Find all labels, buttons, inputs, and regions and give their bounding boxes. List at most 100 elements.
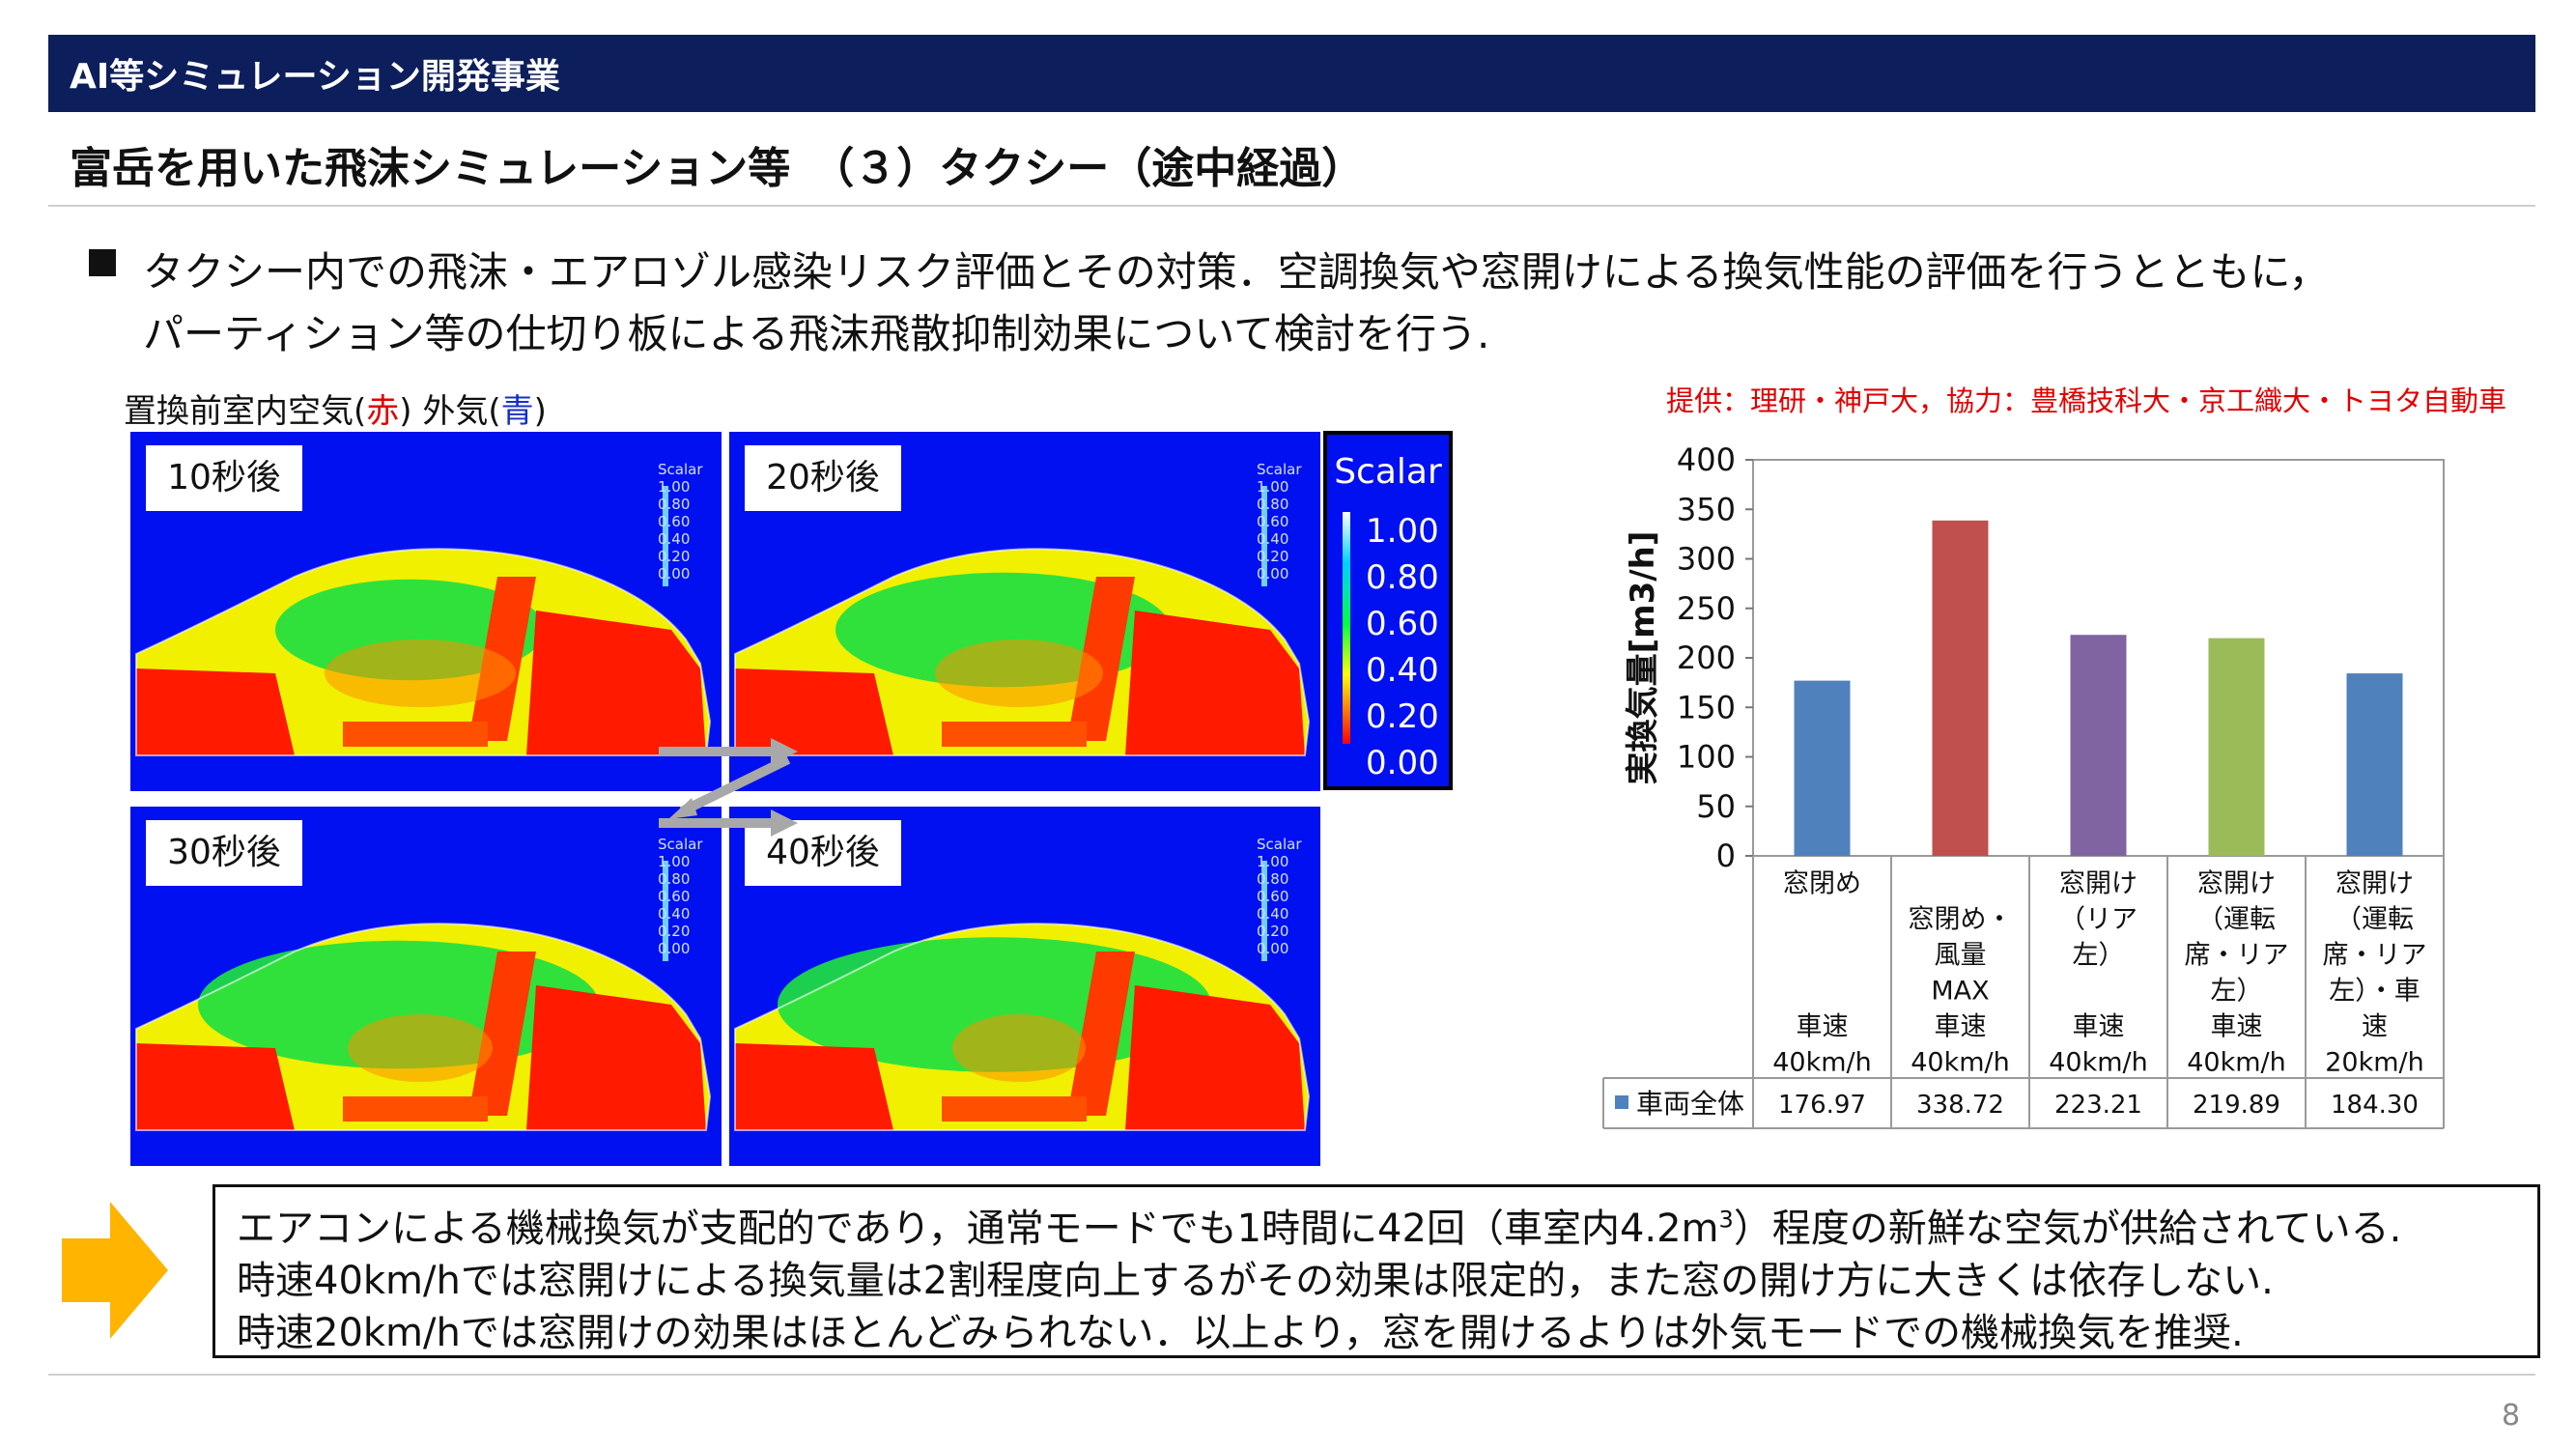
x-category-label: 窓開け （リア左） 車速 40km/h	[2049, 869, 2148, 1078]
scalar-color-bar	[1343, 512, 1350, 744]
rear-red-zone	[526, 611, 706, 755]
seat-cushion	[343, 1096, 488, 1122]
caption-main: 置換前室内空気(	[124, 392, 367, 431]
seat-back	[1067, 952, 1135, 1116]
x-category-line: 左）	[2073, 941, 2125, 971]
sim-panel-20s: 20秒後 Scalar 1.00 0.80 0.60 0.40 0.20 0.0…	[728, 431, 1321, 792]
scalar-tick: 0.00	[1366, 744, 1439, 782]
mixing-zone	[325, 639, 516, 707]
sim-panel-30s: 30秒後 Scalar 1.00 0.80 0.60 0.40 0.20 0.0…	[129, 806, 722, 1167]
panel-time-label: 30秒後	[146, 820, 302, 886]
header-banner: AI等シミュレーション開発事業	[48, 35, 2535, 112]
x-category-line: MAX	[1931, 977, 1989, 1007]
sim-panel-10s: 10秒後 Scalar 1.00 0.80 0.60 0.40 0.20 0.0…	[129, 431, 722, 792]
x-category-line: 窓開け	[2335, 869, 2414, 899]
credit-note: 提供：理研・神戸大，協力：豊橋技科大・京工織大・トヨタ自動車	[1666, 384, 2507, 417]
mini-tick: 1.00	[658, 478, 691, 496]
x-category-line: 席・リア	[2185, 941, 2289, 971]
y-tick-label: 200	[1677, 639, 1736, 676]
panel-time-label: 40秒後	[745, 820, 901, 886]
rear-red-zone	[1125, 611, 1305, 755]
x-category-line: 40km/h	[1772, 1048, 1872, 1078]
mini-tick: 0.20	[1257, 548, 1289, 565]
x-category-label: 窓開け （運転席・リア左）・車速 20km/h	[2323, 869, 2427, 1078]
mini-tick: 1.00	[658, 853, 691, 870]
mini-tick: 1.00	[1257, 853, 1289, 870]
x-category-line: 40km/h	[2187, 1048, 2286, 1078]
front-red-zone	[136, 668, 295, 755]
x-category-line: （運転	[2335, 905, 2414, 935]
arrow-head	[771, 738, 798, 765]
y-tick-label: 50	[1696, 788, 1736, 825]
front-red-zone	[735, 1043, 893, 1130]
x-category-label: 窓閉め・風量 MAX 車速 40km/h	[1909, 905, 2013, 1078]
mini-tick: 1.00	[1257, 478, 1289, 496]
mini-tick: 0.80	[658, 496, 691, 513]
mixing-zone	[348, 1014, 493, 1082]
conclusion-box: エアコンによる機械換気が支配的であり，通常モードでも1時間に42回（車室内4.2…	[212, 1184, 2540, 1358]
x-category-line: 窓開け	[2197, 869, 2276, 899]
mixing-zone	[935, 639, 1103, 707]
taxi-airflow-image	[130, 807, 722, 1166]
conclusion-line-1: エアコンによる機械換気が支配的であり，通常モードでも1時間に42回（車室内4.2…	[237, 1197, 2401, 1253]
superscript-3: 3	[1718, 1206, 1734, 1234]
y-tick-label: 300	[1677, 541, 1736, 578]
seat-back	[1067, 577, 1135, 741]
mini-scalar-title: Scalar	[658, 461, 703, 478]
seat-cushion	[343, 722, 488, 747]
mixing-zone	[952, 1014, 1086, 1082]
page-number: 8	[2502, 1399, 2521, 1433]
panel-time-label: 10秒後	[146, 445, 302, 511]
x-category-line: 窓閉め	[1783, 869, 1861, 899]
mini-scalar-legend: Scalar 1.00 0.80 0.60 0.40 0.20 0.00	[1257, 461, 1315, 582]
mini-tick: 0.00	[658, 565, 691, 582]
scalar-legend-title: Scalar	[1334, 452, 1442, 492]
mini-tick: 0.00	[1257, 940, 1289, 957]
mini-scalar-title: Scalar	[658, 836, 703, 853]
seat-cushion	[942, 1096, 1087, 1122]
y-tick-label: 350	[1677, 491, 1736, 527]
x-category-line: 風量	[1935, 941, 1987, 971]
mini-tick: 0.00	[658, 940, 691, 957]
bullet-square-icon	[89, 249, 116, 276]
data-value-label: 338.72	[1916, 1091, 2004, 1120]
x-category-line: 速	[2362, 1012, 2388, 1042]
data-value-label: 184.30	[2331, 1091, 2419, 1120]
y-tick-label: 400	[1677, 441, 1736, 478]
intro-line-2: パーティション等の仕切り板による飛沫飛散抑制効果について検討を行う.	[143, 310, 1490, 357]
y-axis-label: 実換気量[m3/h]	[1624, 531, 1662, 785]
y-tick-label: 150	[1677, 689, 1736, 725]
scalar-tick: 1.00	[1366, 512, 1439, 551]
mini-tick: 0.20	[1257, 923, 1289, 940]
mini-tick: 0.60	[1257, 888, 1289, 905]
mini-tick: 0.40	[1257, 905, 1289, 923]
y-tick-label: 0	[1716, 838, 1736, 874]
mini-scale-bar	[663, 486, 668, 586]
panel-time-label: 20秒後	[745, 445, 901, 511]
scalar-tick: 0.40	[1366, 651, 1439, 690]
page-title: 富岳を用いた飛沫シミュレーション等 （３）タクシー（途中経過）	[70, 144, 1365, 193]
conclusion-line-2: 時速40km/hでは窓開けによる換気量は2割程度向上するがその効果は限定的，また…	[237, 1259, 2274, 1303]
car-outline	[734, 548, 1311, 756]
caption-end: )	[533, 392, 547, 431]
x-category-line: 窓開け	[2059, 869, 2137, 899]
scalar-tick: 0.60	[1366, 605, 1439, 643]
x-category-line: 20km/h	[2325, 1048, 2424, 1078]
bar	[2070, 635, 2127, 856]
arrow-head	[668, 798, 697, 819]
bar	[1932, 520, 1989, 856]
mini-tick: 0.40	[658, 905, 691, 923]
scalar-tick: 0.80	[1366, 558, 1439, 597]
sequence-arrows	[659, 738, 798, 837]
rear-red-zone	[526, 985, 706, 1130]
x-category-line: 左）・車	[2329, 977, 2420, 1007]
mini-scalar-title: Scalar	[1257, 461, 1302, 478]
mini-tick: 0.80	[658, 870, 691, 888]
car-outline	[135, 548, 712, 756]
x-category-line: 席・リア	[2323, 941, 2427, 971]
arrow-shape	[62, 1202, 168, 1339]
mini-tick: 0.00	[1257, 565, 1289, 582]
car-outline	[734, 923, 1311, 1131]
x-category-label: 窓開け （運転席・リア左） 車速 40km/h	[2185, 869, 2289, 1078]
